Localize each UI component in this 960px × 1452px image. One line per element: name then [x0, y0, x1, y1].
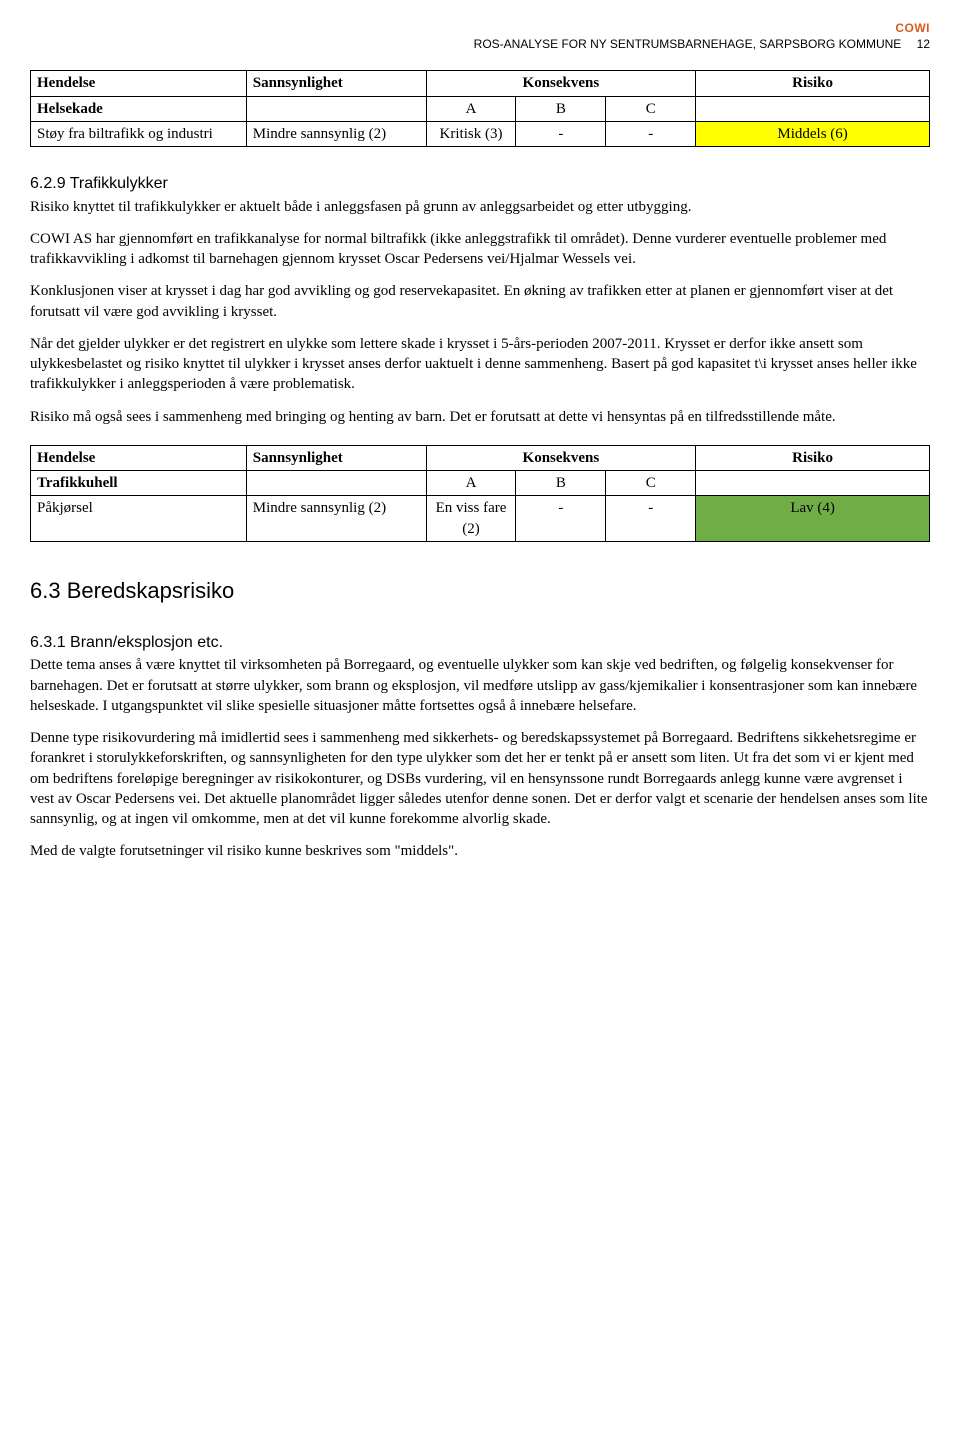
cell-b: -: [516, 121, 606, 146]
para-631-1: Dette tema anses å være knyttet til virk…: [30, 655, 930, 716]
col-konsekvens: Konsekvens: [426, 71, 696, 96]
col-sannsynlighet: Sannsynlighet: [246, 71, 426, 96]
cell-hendelse: Påkjørsel: [31, 496, 247, 542]
row-category: Trafikkuhell: [31, 471, 247, 496]
para-629-3: Konklusjonen viser at krysset i dag har …: [30, 281, 930, 322]
row-category: Helsekade: [31, 96, 247, 121]
col-risiko: Risiko: [696, 71, 930, 96]
cell-sannsynlighet: Mindre sannsynlig (2): [246, 121, 426, 146]
table-subheader-row: Trafikkuhell A B C: [31, 471, 930, 496]
cell-a: Kritisk (3): [426, 121, 516, 146]
col-risiko: Risiko: [696, 445, 930, 470]
heading-631: 6.3.1 Brann/eksplosjon etc.: [30, 632, 930, 654]
para-629-5: Risiko må også sees i sammenheng med bri…: [30, 407, 930, 427]
cell-sannsynlighet: Mindre sannsynlig (2): [246, 496, 426, 542]
col-hendelse: Hendelse: [31, 445, 247, 470]
col-sannsynlighet: Sannsynlighet: [246, 445, 426, 470]
table-data-row: Påkjørsel Mindre sannsynlig (2) En viss …: [31, 496, 930, 542]
risk-table-trafikkuhell: Hendelse Sannsynlighet Konsekvens Risiko…: [30, 445, 930, 542]
sub-a: A: [426, 96, 516, 121]
table-data-row: Støy fra biltrafikk og industri Mindre s…: [31, 121, 930, 146]
table-header-row: Hendelse Sannsynlighet Konsekvens Risiko: [31, 445, 930, 470]
doc-title: ROS-ANALYSE FOR NY SENTRUMSBARNEHAGE, SA…: [474, 37, 902, 51]
page-number: 12: [917, 37, 930, 51]
risk-table-helseskade: Hendelse Sannsynlighet Konsekvens Risiko…: [30, 70, 930, 147]
para-631-2: Denne type risikovurdering må imidlertid…: [30, 728, 930, 829]
cell-a: En viss fare (2): [426, 496, 516, 542]
para-631-3: Med de valgte forutsetninger vil risiko …: [30, 841, 930, 861]
heading-63: 6.3 Beredskapsrisiko: [30, 576, 930, 606]
cell-c: -: [606, 496, 696, 542]
table-header-row: Hendelse Sannsynlighet Konsekvens Risiko: [31, 71, 930, 96]
para-629-2: COWI AS har gjennomført en trafikkanalys…: [30, 229, 930, 270]
cell-risiko: Middels (6): [696, 121, 930, 146]
para-629-1: Risiko knyttet til trafikkulykker er akt…: [30, 197, 930, 217]
cell-hendelse: Støy fra biltrafikk og industri: [31, 121, 247, 146]
sub-b: B: [516, 96, 606, 121]
cell-c: -: [606, 121, 696, 146]
heading-629: 6.2.9 Trafikkulykker: [30, 173, 930, 195]
cowi-logo: COWI: [895, 20, 930, 36]
col-hendelse: Hendelse: [31, 71, 247, 96]
cell-b: -: [516, 496, 606, 542]
table-subheader-row: Helsekade A B C: [31, 96, 930, 121]
col-konsekvens: Konsekvens: [426, 445, 696, 470]
sub-c: C: [606, 96, 696, 121]
page-header: COWI ROS-ANALYSE FOR NY SENTRUMSBARNEHAG…: [30, 20, 930, 52]
sub-b: B: [516, 471, 606, 496]
cell-risiko: Lav (4): [696, 496, 930, 542]
sub-c: C: [606, 471, 696, 496]
para-629-4: Når det gjelder ulykker er det registrer…: [30, 334, 930, 395]
sub-a: A: [426, 471, 516, 496]
